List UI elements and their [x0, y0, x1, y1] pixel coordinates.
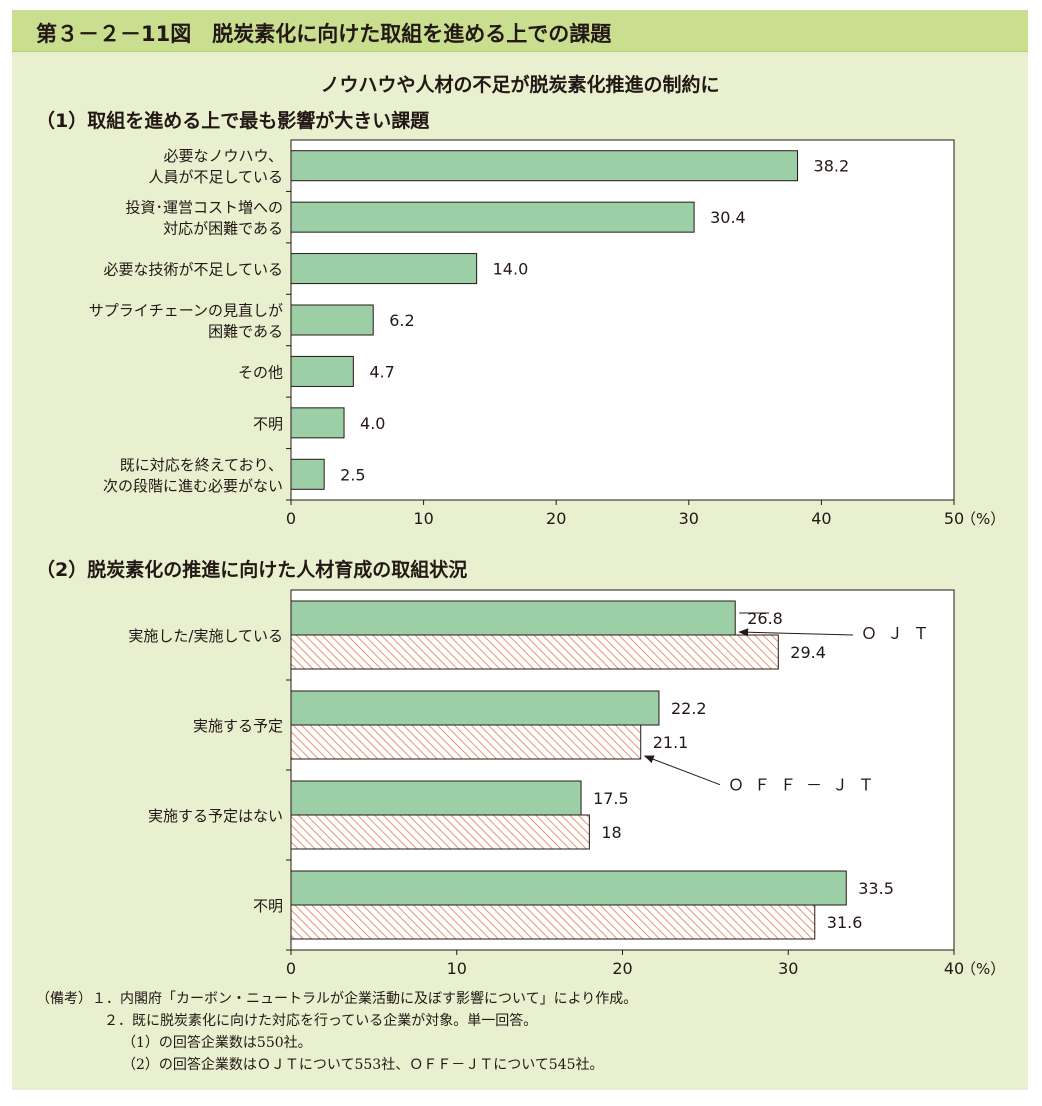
- chart2-unit-label: （%）: [961, 960, 1005, 978]
- chart2-tick-label: 40: [944, 959, 964, 978]
- chart1-category-label: サプライチェーンの見直しが: [89, 302, 283, 320]
- chart1-category-label: 既に対応を終えており、: [120, 456, 283, 474]
- chart1-category-label: 対応が困難である: [163, 220, 283, 238]
- chart1-category-label: 困難である: [208, 323, 283, 341]
- chart1-category-label: 投資･運営コスト増への: [125, 199, 283, 217]
- chart2-value-label-ojt: 22.2: [671, 699, 707, 718]
- chart2-value-label-offjt: 21.1: [653, 733, 689, 752]
- legend-offjt-arrow: [643, 755, 721, 786]
- chart1-category-label: 必要なノウハウ、: [163, 147, 283, 165]
- chart2-value-label-offjt: 29.4: [790, 643, 826, 662]
- chart1-category-label: 人員が不足している: [148, 168, 283, 186]
- chart2-value-label-ojt: 33.5: [858, 879, 894, 898]
- chart2-value-label-ojt: 17.5: [593, 789, 629, 808]
- chart2-bar-ojt: [290, 780, 582, 816]
- note-source: （備考）１．内閣府「カーボン・ニュートラルが企業活動に及ぼす影響について」により…: [36, 991, 638, 1007]
- chart1-tick-label: 10: [413, 509, 433, 528]
- chart1-category-label: 不明: [253, 415, 283, 433]
- chart1-bar: [290, 201, 695, 233]
- chart1-unit-label: （%）: [961, 510, 1005, 528]
- chart1-tick-label: 40: [811, 509, 831, 528]
- chart1-bar: [290, 150, 799, 182]
- figure-title: 第３－２－11図 脱炭素化に向けた取組を進める上での課題: [36, 22, 612, 46]
- chart2-tick-label: 30: [778, 959, 798, 978]
- chart1-category-label: 必要な技術が不足している: [103, 261, 283, 279]
- note-scope: ２．既に脱炭素化に向けた対応を行っている企業が対象。単一回答。: [104, 1013, 538, 1029]
- figure-subtitle: ノウハウや人材の不足が脱炭素化推進の制約に: [320, 74, 720, 96]
- chart2-tick-label: 0: [286, 959, 296, 978]
- chart1-value-label: 2.5: [340, 465, 365, 484]
- chart2-bar-ojt: [290, 600, 736, 636]
- chart1-value-label: 4.0: [360, 414, 385, 433]
- chart1-tick-label: 50: [944, 509, 964, 528]
- chart2-bar-offjt: [290, 634, 779, 670]
- chart2-title: （2）脱炭素化の推進に向けた人材育成の取組状況: [36, 559, 468, 581]
- figure-title-band: 第３－２－11図 脱炭素化に向けた取組を進める上での課題: [12, 10, 1028, 52]
- chart1-bar: [290, 355, 354, 387]
- chart2-value-label-offjt: 18: [601, 823, 621, 842]
- legend-offjt-label: ＯＦＦ－ＪＴ: [728, 776, 884, 795]
- chart1-value-label: 14.0: [493, 260, 529, 279]
- chart2-category-label: 実施した/実施している: [128, 627, 283, 645]
- chart1-bar: [290, 253, 478, 285]
- chart1-value-label: 38.2: [814, 157, 850, 176]
- note-sample-2: （2）の回答企業数はＯＪＴについて553社、ＯＦＦ－ＪＴについて545社。: [122, 1057, 604, 1073]
- chart2-value-label-ojt: 26.8: [747, 609, 783, 628]
- chart2-bar-offjt: [290, 724, 642, 760]
- chart2-category-label: 不明: [253, 897, 283, 915]
- chart2-category-label: 実施する予定: [193, 717, 283, 735]
- chart1-bar: [290, 407, 345, 439]
- chart1-value-label: 4.7: [369, 362, 394, 381]
- chart2-value-label-offjt: 31.6: [827, 913, 863, 932]
- chart2-bar-ojt: [290, 690, 660, 726]
- chart2-tick-label: 10: [447, 959, 467, 978]
- chart2-tick-label: 20: [612, 959, 632, 978]
- chart1-category-label: 次の段階に進む必要がない: [103, 477, 283, 495]
- chart1-bar: [290, 304, 374, 336]
- chart1-plot-area: [290, 139, 955, 501]
- chart1-value-label: 6.2: [389, 311, 414, 330]
- chart1-title: （1）取組を進める上で最も影響が大きい課題: [36, 110, 430, 132]
- chart1-category-label: その他: [238, 363, 283, 381]
- chart1-tick-label: 30: [679, 509, 699, 528]
- legend-ojt-label: ＯＪＴ: [861, 624, 939, 643]
- chart2-category-label: 実施する予定はない: [148, 807, 283, 825]
- chart1-tick-label: 20: [546, 509, 566, 528]
- chart2-bar-offjt: [290, 814, 590, 850]
- legend-ojt-arrow: [738, 628, 854, 637]
- chart1-value-label: 30.4: [710, 208, 746, 227]
- chart1-bar: [290, 458, 325, 490]
- chart2-bar-ojt: [290, 870, 847, 906]
- chart1-tick-label: 0: [286, 509, 296, 528]
- note-sample-1: （1）の回答企業数は550社。: [122, 1035, 312, 1051]
- chart2-bar-offjt: [290, 904, 816, 940]
